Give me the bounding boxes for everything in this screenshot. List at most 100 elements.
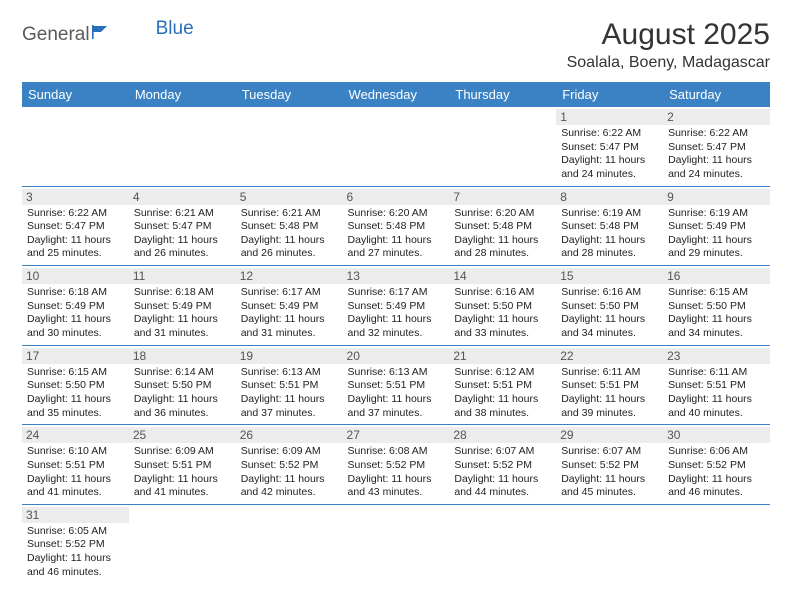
day-number: 16 bbox=[663, 268, 770, 284]
calendar-cell: 4 Sunrise: 6:21 AMSunset: 5:47 PMDaylight… bbox=[129, 186, 236, 266]
day-number: 21 bbox=[449, 348, 556, 364]
calendar-cell bbox=[663, 504, 770, 583]
day-number: 13 bbox=[343, 268, 450, 284]
calendar-cell: 19 Sunrise: 6:13 AMSunset: 5:51 PMDayligh… bbox=[236, 345, 343, 425]
day-number bbox=[449, 507, 556, 523]
day-details: Sunrise: 6:11 AMSunset: 5:51 PMDaylight:… bbox=[561, 366, 658, 421]
day-details: Sunrise: 6:18 AMSunset: 5:49 PMDaylight:… bbox=[27, 286, 124, 341]
day-details: Sunrise: 6:22 AMSunset: 5:47 PMDaylight:… bbox=[668, 127, 765, 182]
calendar-cell bbox=[449, 504, 556, 583]
day-details: Sunrise: 6:13 AMSunset: 5:51 PMDaylight:… bbox=[348, 366, 445, 421]
calendar-cell: 14Sunrise: 6:16 AMSunset: 5:50 PMDayligh… bbox=[449, 266, 556, 346]
day-details: Sunrise: 6:13 AMSunset: 5:51 PMDaylight:… bbox=[241, 366, 338, 421]
day-number: 15 bbox=[556, 268, 663, 284]
calendar-cell bbox=[343, 504, 450, 583]
calendar-cell: 16 Sunrise: 6:15 AMSunset: 5:50 PMDayligh… bbox=[663, 266, 770, 346]
day-details: Sunrise: 6:08 AMSunset: 5:52 PMDaylight:… bbox=[348, 445, 445, 500]
location-subtitle: Soalala, Boeny, Madagascar bbox=[567, 54, 770, 72]
weekday-header: Tuesday bbox=[236, 82, 343, 107]
calendar-cell: 28Sunrise: 6:07 AMSunset: 5:52 PMDayligh… bbox=[449, 425, 556, 505]
day-number bbox=[129, 507, 236, 523]
calendar-cell: 22 Sunrise: 6:11 AMSunset: 5:51 PMDayligh… bbox=[556, 345, 663, 425]
calendar-cell: 3 Sunrise: 6:22 AMSunset: 5:47 PMDaylight… bbox=[22, 186, 129, 266]
day-number: 28 bbox=[449, 427, 556, 443]
weekday-header: Friday bbox=[556, 82, 663, 107]
calendar-table: SundayMondayTuesdayWednesdayThursdayFrid… bbox=[22, 82, 770, 583]
day-number bbox=[129, 109, 236, 125]
calendar-cell: 10 Sunrise: 6:18 AMSunset: 5:49 PMDayligh… bbox=[22, 266, 129, 346]
day-number bbox=[343, 507, 450, 523]
day-details: Sunrise: 6:14 AMSunset: 5:50 PMDaylight:… bbox=[134, 366, 231, 421]
page-title: August 2025 bbox=[567, 18, 770, 52]
day-number bbox=[236, 507, 343, 523]
day-details: Sunrise: 6:06 AMSunset: 5:52 PMDaylight:… bbox=[668, 445, 765, 500]
calendar-cell: 18 Sunrise: 6:14 AMSunset: 5:50 PMDayligh… bbox=[129, 345, 236, 425]
day-details: Sunrise: 6:20 AMSunset: 5:48 PMDaylight:… bbox=[454, 207, 551, 262]
day-number bbox=[556, 507, 663, 523]
day-number: 19 bbox=[236, 348, 343, 364]
logo-text-1: General bbox=[22, 24, 90, 46]
day-number: 17 bbox=[22, 348, 129, 364]
flag-icon bbox=[92, 25, 112, 44]
day-details: Sunrise: 6:15 AMSunset: 5:50 PMDaylight:… bbox=[668, 286, 765, 341]
day-number bbox=[343, 109, 450, 125]
day-number: 26 bbox=[236, 427, 343, 443]
day-number: 14 bbox=[449, 268, 556, 284]
day-number: 30 bbox=[663, 427, 770, 443]
day-details: Sunrise: 6:16 AMSunset: 5:50 PMDaylight:… bbox=[561, 286, 658, 341]
day-number: 4 bbox=[129, 189, 236, 205]
day-number: 9 bbox=[663, 189, 770, 205]
calendar-cell: 1Sunrise: 6:22 AMSunset: 5:47 PMDaylight… bbox=[556, 107, 663, 186]
weekday-header: Saturday bbox=[663, 82, 770, 107]
day-details: Sunrise: 6:09 AMSunset: 5:52 PMDaylight:… bbox=[241, 445, 338, 500]
calendar-cell: 5Sunrise: 6:21 AMSunset: 5:48 PMDaylight… bbox=[236, 186, 343, 266]
calendar-week-row: 10 Sunrise: 6:18 AMSunset: 5:49 PMDayligh… bbox=[22, 266, 770, 346]
day-number: 31 bbox=[22, 507, 129, 523]
day-number: 27 bbox=[343, 427, 450, 443]
calendar-cell: 25Sunrise: 6:09 AMSunset: 5:51 PMDayligh… bbox=[129, 425, 236, 505]
weekday-header: Wednesday bbox=[343, 82, 450, 107]
calendar-cell: 7 Sunrise: 6:20 AMSunset: 5:48 PMDaylight… bbox=[449, 186, 556, 266]
calendar-cell: 13 Sunrise: 6:17 AMSunset: 5:49 PMDayligh… bbox=[343, 266, 450, 346]
calendar-cell bbox=[556, 504, 663, 583]
calendar-header-row: SundayMondayTuesdayWednesdayThursdayFrid… bbox=[22, 82, 770, 107]
calendar-cell: 20 Sunrise: 6:13 AMSunset: 5:51 PMDayligh… bbox=[343, 345, 450, 425]
day-details: Sunrise: 6:21 AMSunset: 5:47 PMDaylight:… bbox=[134, 207, 231, 262]
title-block: August 2025 Soalala, Boeny, Madagascar bbox=[567, 18, 770, 72]
calendar-cell: 12Sunrise: 6:17 AMSunset: 5:49 PMDayligh… bbox=[236, 266, 343, 346]
weekday-header: Thursday bbox=[449, 82, 556, 107]
calendar-week-row: 1 Sunrise: 6:22 AMSunset: 5:47 PMDaylight… bbox=[22, 107, 770, 186]
calendar-cell: 24Sunrise: 6:10 AMSunset: 5:51 PMDayligh… bbox=[22, 425, 129, 505]
calendar-cell bbox=[236, 107, 343, 186]
calendar-body: 1 Sunrise: 6:22 AMSunset: 5:47 PMDaylight… bbox=[22, 107, 770, 583]
day-number: 20 bbox=[343, 348, 450, 364]
day-number: 7 bbox=[449, 189, 556, 205]
calendar-cell: 11Sunrise: 6:18 AMSunset: 5:49 PMDayligh… bbox=[129, 266, 236, 346]
calendar-cell: 8Sunrise: 6:19 AMSunset: 5:48 PMDaylight… bbox=[556, 186, 663, 266]
day-number: 11 bbox=[129, 268, 236, 284]
logo-text-2: Blue bbox=[156, 18, 194, 40]
day-details: Sunrise: 6:12 AMSunset: 5:51 PMDaylight:… bbox=[454, 366, 551, 421]
calendar-cell bbox=[22, 107, 129, 186]
day-number: 22 bbox=[556, 348, 663, 364]
day-number: 10 bbox=[22, 268, 129, 284]
day-number bbox=[449, 109, 556, 125]
day-number: 24 bbox=[22, 427, 129, 443]
day-number: 3 bbox=[22, 189, 129, 205]
day-details: Sunrise: 6:17 AMSunset: 5:49 PMDaylight:… bbox=[348, 286, 445, 341]
header: General Blue August 2025 Soalala, Boeny,… bbox=[22, 18, 770, 72]
day-number: 6 bbox=[343, 189, 450, 205]
day-details: Sunrise: 6:20 AMSunset: 5:48 PMDaylight:… bbox=[348, 207, 445, 262]
weekday-header: Sunday bbox=[22, 82, 129, 107]
calendar-cell: 15 Sunrise: 6:16 AMSunset: 5:50 PMDayligh… bbox=[556, 266, 663, 346]
day-number: 12 bbox=[236, 268, 343, 284]
calendar-cell: 2Sunrise: 6:22 AMSunset: 5:47 PMDaylight… bbox=[663, 107, 770, 186]
day-details: Sunrise: 6:15 AMSunset: 5:50 PMDaylight:… bbox=[27, 366, 124, 421]
calendar-cell: 21 Sunrise: 6:12 AMSunset: 5:51 PMDayligh… bbox=[449, 345, 556, 425]
day-details: Sunrise: 6:22 AMSunset: 5:47 PMDaylight:… bbox=[27, 207, 124, 262]
calendar-cell: 17 Sunrise: 6:15 AMSunset: 5:50 PMDayligh… bbox=[22, 345, 129, 425]
day-number: 8 bbox=[556, 189, 663, 205]
day-number: 1 bbox=[556, 109, 663, 125]
day-details: Sunrise: 6:05 AMSunset: 5:52 PMDaylight:… bbox=[27, 525, 124, 580]
day-number: 18 bbox=[129, 348, 236, 364]
